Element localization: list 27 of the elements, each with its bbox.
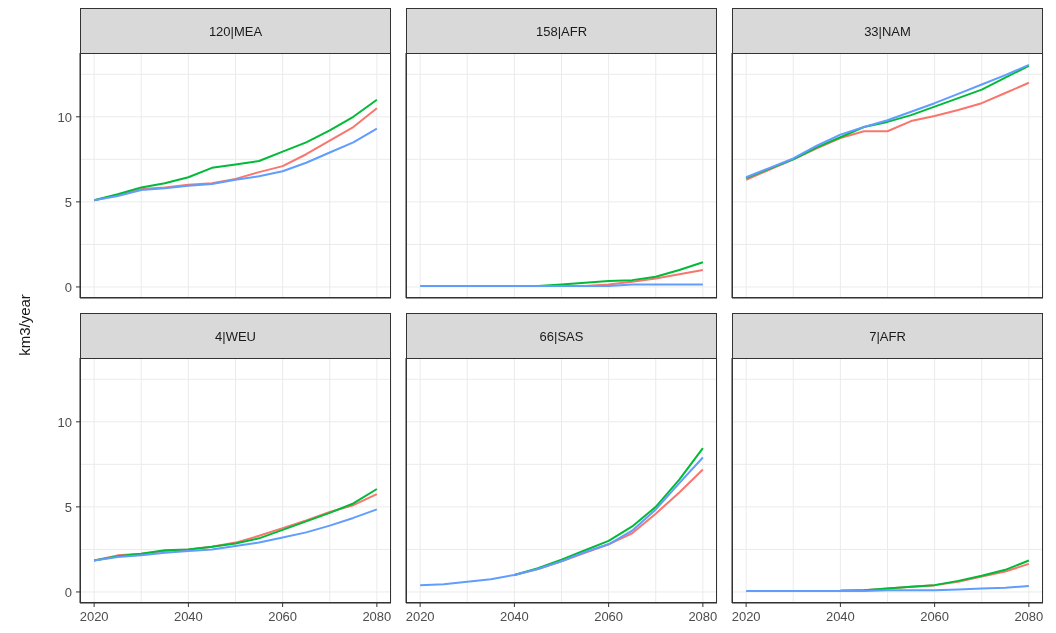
- line-series: [93, 508, 378, 562]
- x-tick-label: 2020: [731, 609, 761, 624]
- y-tick-label: 10: [57, 109, 72, 125]
- y-tick-label: 0: [64, 584, 72, 600]
- x-tick-label: 2060: [920, 609, 950, 624]
- x-tick-label: 2040: [825, 609, 855, 624]
- chart-title: 7|AFR: [732, 313, 1043, 359]
- chart-title: 33|NAM: [732, 8, 1043, 54]
- x-tick-label: 2040: [499, 609, 529, 624]
- y-axis-title: km3/year: [15, 294, 33, 356]
- x-tick-label: 2020: [79, 609, 109, 624]
- y-tick-label: 5: [64, 194, 72, 210]
- x-tick-label: 2060: [268, 609, 298, 624]
- line-series: [93, 127, 378, 202]
- y-tick-label: 10: [57, 414, 72, 430]
- y-tick-label: 5: [64, 499, 72, 515]
- x-tick-label: 2080: [688, 609, 718, 624]
- chart-title: 120|MEA: [80, 8, 391, 54]
- x-tick-label: 2080: [362, 609, 392, 624]
- x-tick-label: 2020: [405, 609, 435, 624]
- y-tick-label: 0: [64, 279, 72, 295]
- x-tick-label: 2080: [1014, 609, 1044, 624]
- chart-title: 66|SAS: [406, 313, 717, 359]
- x-tick-label: 2060: [594, 609, 624, 624]
- x-tick-label: 2040: [173, 609, 203, 624]
- chart-title: 158|AFR: [406, 8, 717, 54]
- chart-title: 4|WEU: [80, 313, 391, 359]
